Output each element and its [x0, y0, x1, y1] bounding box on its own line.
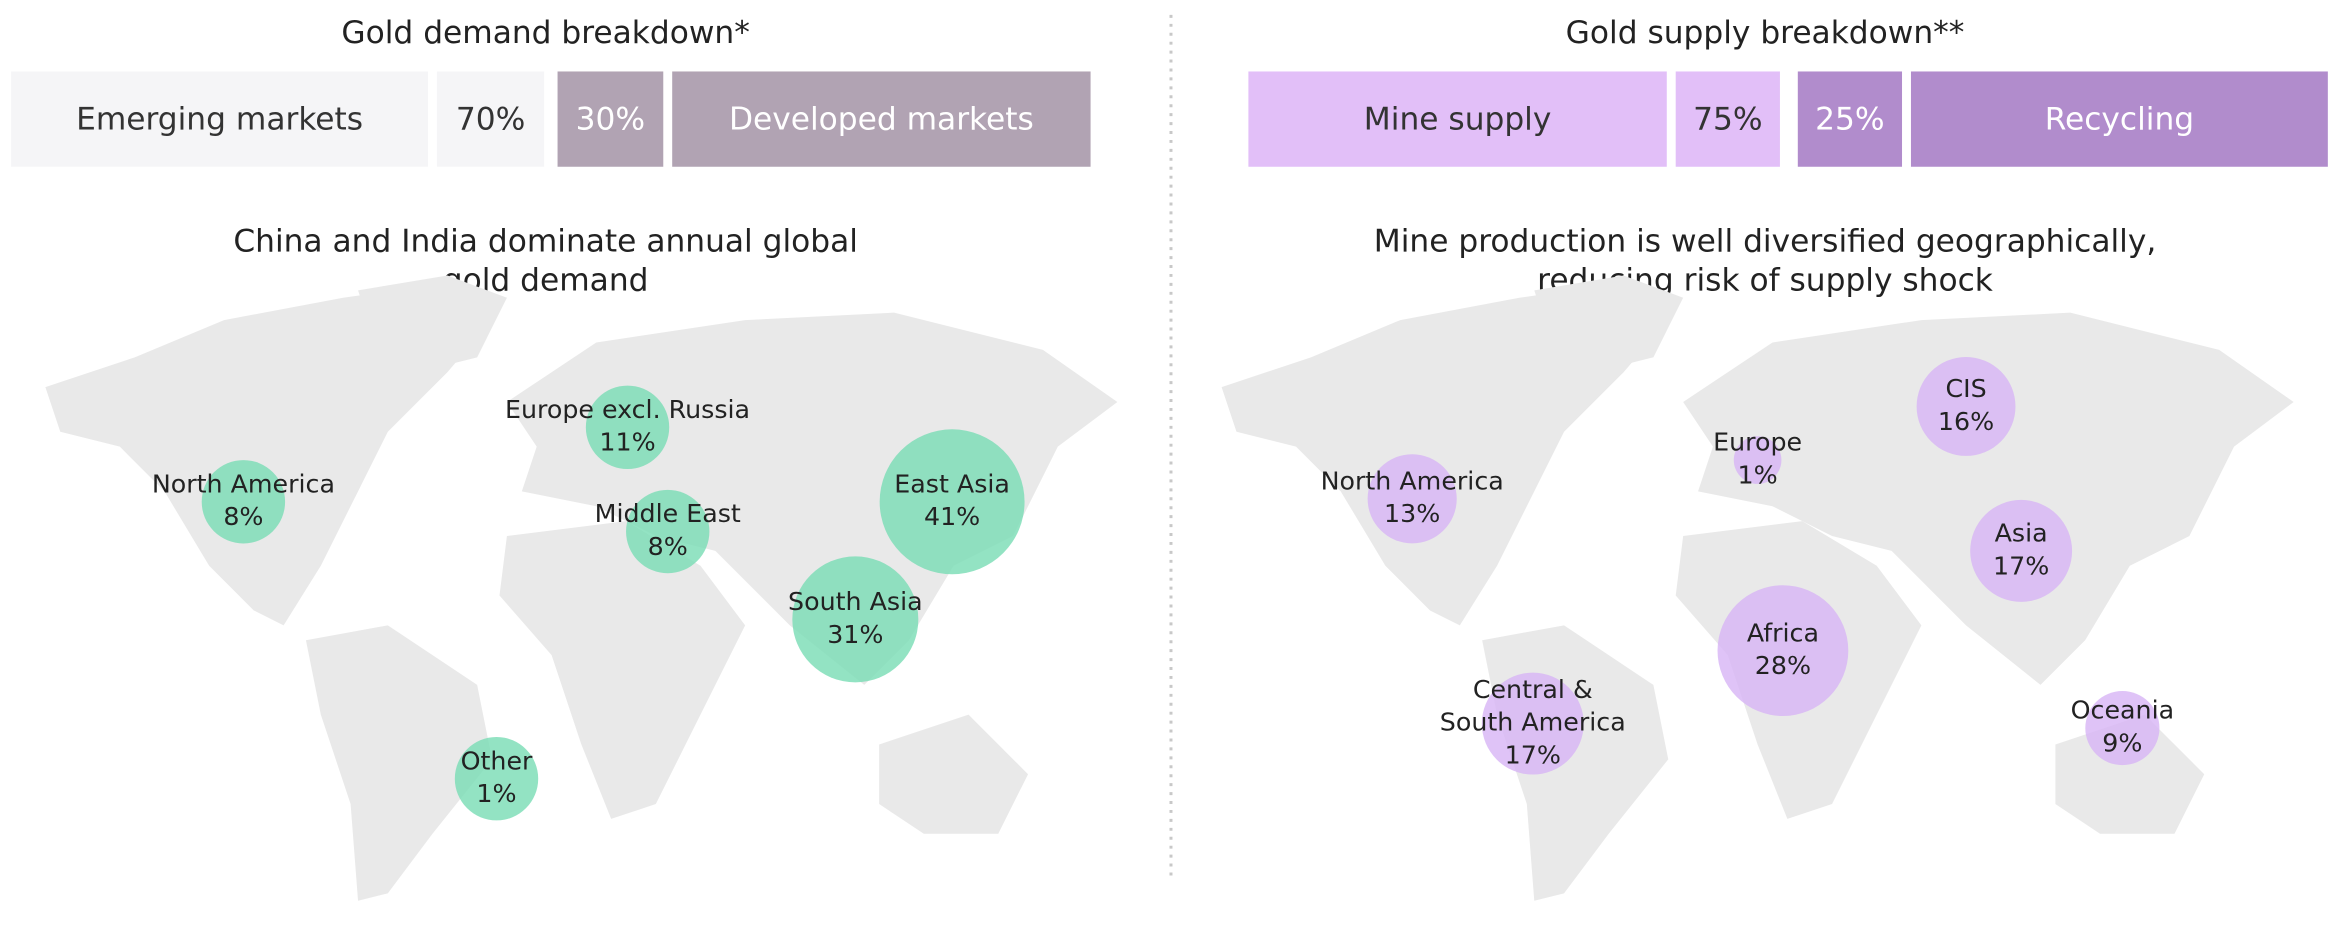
continent [1534, 275, 1684, 373]
region-name: Africa [1747, 618, 1819, 647]
panel: Gold demand breakdown* Emerging markets 70… [11, 15, 1118, 901]
panel: Gold supply breakdown** Mine supply 75% 25%… [1221, 15, 2328, 901]
region-value: 28% [1755, 651, 1811, 680]
region-name: East Asia [894, 469, 1010, 498]
breakdown-text: Developed markets [729, 102, 1034, 138]
region-bubble [2085, 690, 2160, 766]
region-name: Central & South America [1440, 675, 1626, 737]
region-value: 1% [476, 779, 516, 808]
map-title: China and India dominate annual global go… [233, 224, 858, 299]
region-value: 13% [1384, 499, 1440, 528]
breakdown-box [1797, 71, 1903, 167]
breakdown-text: 70% [456, 102, 525, 138]
region-value: 11% [599, 428, 655, 457]
breakdown-text: Emerging markets [76, 102, 363, 138]
region-value: 9% [2102, 728, 2142, 757]
region-bubble [1481, 672, 1584, 775]
panel-title: Gold demand breakdown* [341, 15, 749, 51]
breakdown-box [11, 71, 429, 167]
region-bubble [879, 429, 1025, 575]
region-name: Europe [1713, 428, 1802, 457]
region-name: Other [461, 746, 533, 775]
breakdown-box [436, 71, 545, 167]
region-name: North America [1321, 466, 1504, 495]
breakdown-text: 75% [1693, 102, 1762, 138]
region-name: Middle East [595, 499, 741, 528]
continent [1683, 312, 2294, 685]
breakdown-box [672, 71, 1091, 167]
region-value: 17% [1505, 740, 1561, 769]
breakdown-text: Recycling [2045, 102, 2194, 138]
breakdown-text: 25% [1815, 102, 1884, 138]
region-value: 31% [827, 620, 883, 649]
region-bubble [201, 460, 286, 544]
region-bubble [1717, 585, 1849, 717]
region-name: CIS [1945, 374, 1986, 403]
region-bubble [585, 385, 670, 469]
region-bubble [626, 489, 710, 574]
breakdown-box [1675, 71, 1780, 167]
region-name: Europe excl. Russia [505, 395, 750, 424]
region-bubble [1916, 357, 2016, 456]
region-bubble [792, 556, 919, 683]
continent [45, 282, 493, 626]
world-map [45, 275, 1118, 901]
region-name: South Asia [788, 587, 923, 616]
continent [499, 521, 746, 819]
breakdown-text: Mine supply [1364, 102, 1552, 138]
region-bubble [1970, 499, 2073, 602]
region-name: Oceania [2071, 696, 2174, 725]
region-value: 8% [648, 532, 688, 561]
region-name: North America [152, 469, 335, 498]
region-value: 41% [924, 502, 980, 531]
continent [358, 275, 507, 373]
panel-title: Gold supply breakdown** [1566, 15, 1965, 51]
breakdown-box [557, 71, 664, 167]
breakdown-box [1248, 71, 1667, 167]
region-bubble [454, 737, 539, 821]
continent [305, 625, 493, 901]
world-map [1221, 275, 2294, 901]
map-title: Mine production is well diversified geog… [1374, 224, 2157, 299]
region-bubble [1367, 454, 1457, 544]
continent [1221, 282, 1669, 626]
region-bubble [1733, 436, 1782, 484]
region-value: 16% [1938, 407, 1994, 436]
breakdown-text: 30% [576, 102, 645, 138]
breakdown-box [1910, 71, 2328, 167]
continent [879, 714, 1029, 834]
region-value: 8% [223, 502, 263, 531]
region-name: Asia [1995, 519, 2048, 548]
region-value: 17% [1993, 551, 2049, 580]
region-value: 1% [1738, 460, 1778, 489]
